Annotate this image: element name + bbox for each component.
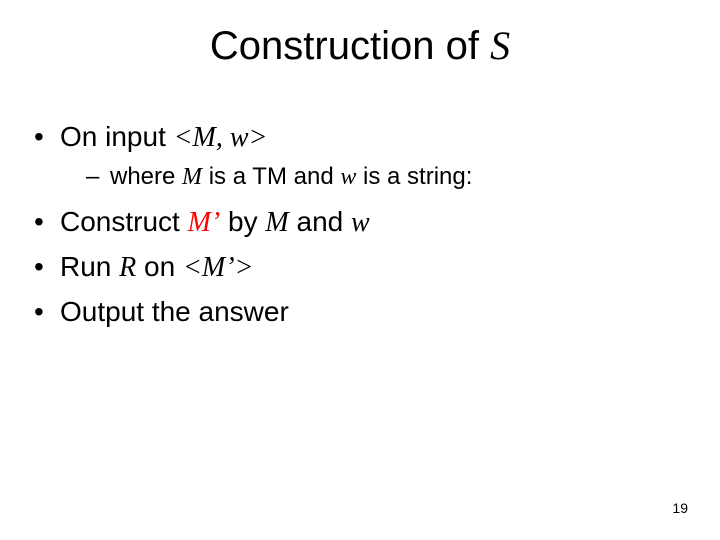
bullet-construct: Construct M’ by M and w: [30, 203, 690, 242]
var-m-2: M: [265, 207, 288, 238]
sub-bullet-where: where M is a TM and w is a string:: [60, 161, 690, 193]
text-output: Output the answer: [60, 296, 289, 327]
bullet-run: Run R on <M’>: [30, 248, 690, 287]
text-by: by: [220, 206, 265, 237]
var-w-2: w: [351, 207, 370, 238]
text-construct: Construct: [60, 206, 188, 237]
text-run: Run: [60, 251, 119, 282]
bullet-output: Output the answer: [30, 293, 690, 331]
sub-bullet-list: where M is a TM and w is a string:: [60, 161, 690, 193]
text-on: on: [136, 251, 183, 282]
text-is-tm: is a TM and: [202, 163, 340, 190]
var-mw: <M, w>: [174, 122, 268, 153]
title-variable-s: S: [490, 23, 510, 68]
text-where: where: [110, 163, 182, 190]
title-text: Construction of: [210, 24, 490, 68]
slide-title: Construction of S: [0, 22, 720, 69]
var-m-prime-2: <M’>: [183, 252, 253, 283]
text-and: and: [289, 206, 351, 237]
bullet-list: On input <M, w> where M is a TM and w is…: [30, 118, 690, 331]
text-on-input: On input: [60, 121, 174, 152]
var-m-prime-red: M’: [188, 207, 221, 238]
text-is-string: is a string:: [356, 163, 472, 190]
slide: Construction of S On input <M, w> where …: [0, 0, 720, 540]
page-number: 19: [672, 500, 688, 516]
var-m: M: [182, 164, 202, 190]
var-w: w: [340, 164, 356, 190]
slide-body: On input <M, w> where M is a TM and w is…: [30, 118, 690, 337]
var-r: R: [119, 252, 136, 283]
bullet-on-input: On input <M, w> where M is a TM and w is…: [30, 118, 690, 193]
